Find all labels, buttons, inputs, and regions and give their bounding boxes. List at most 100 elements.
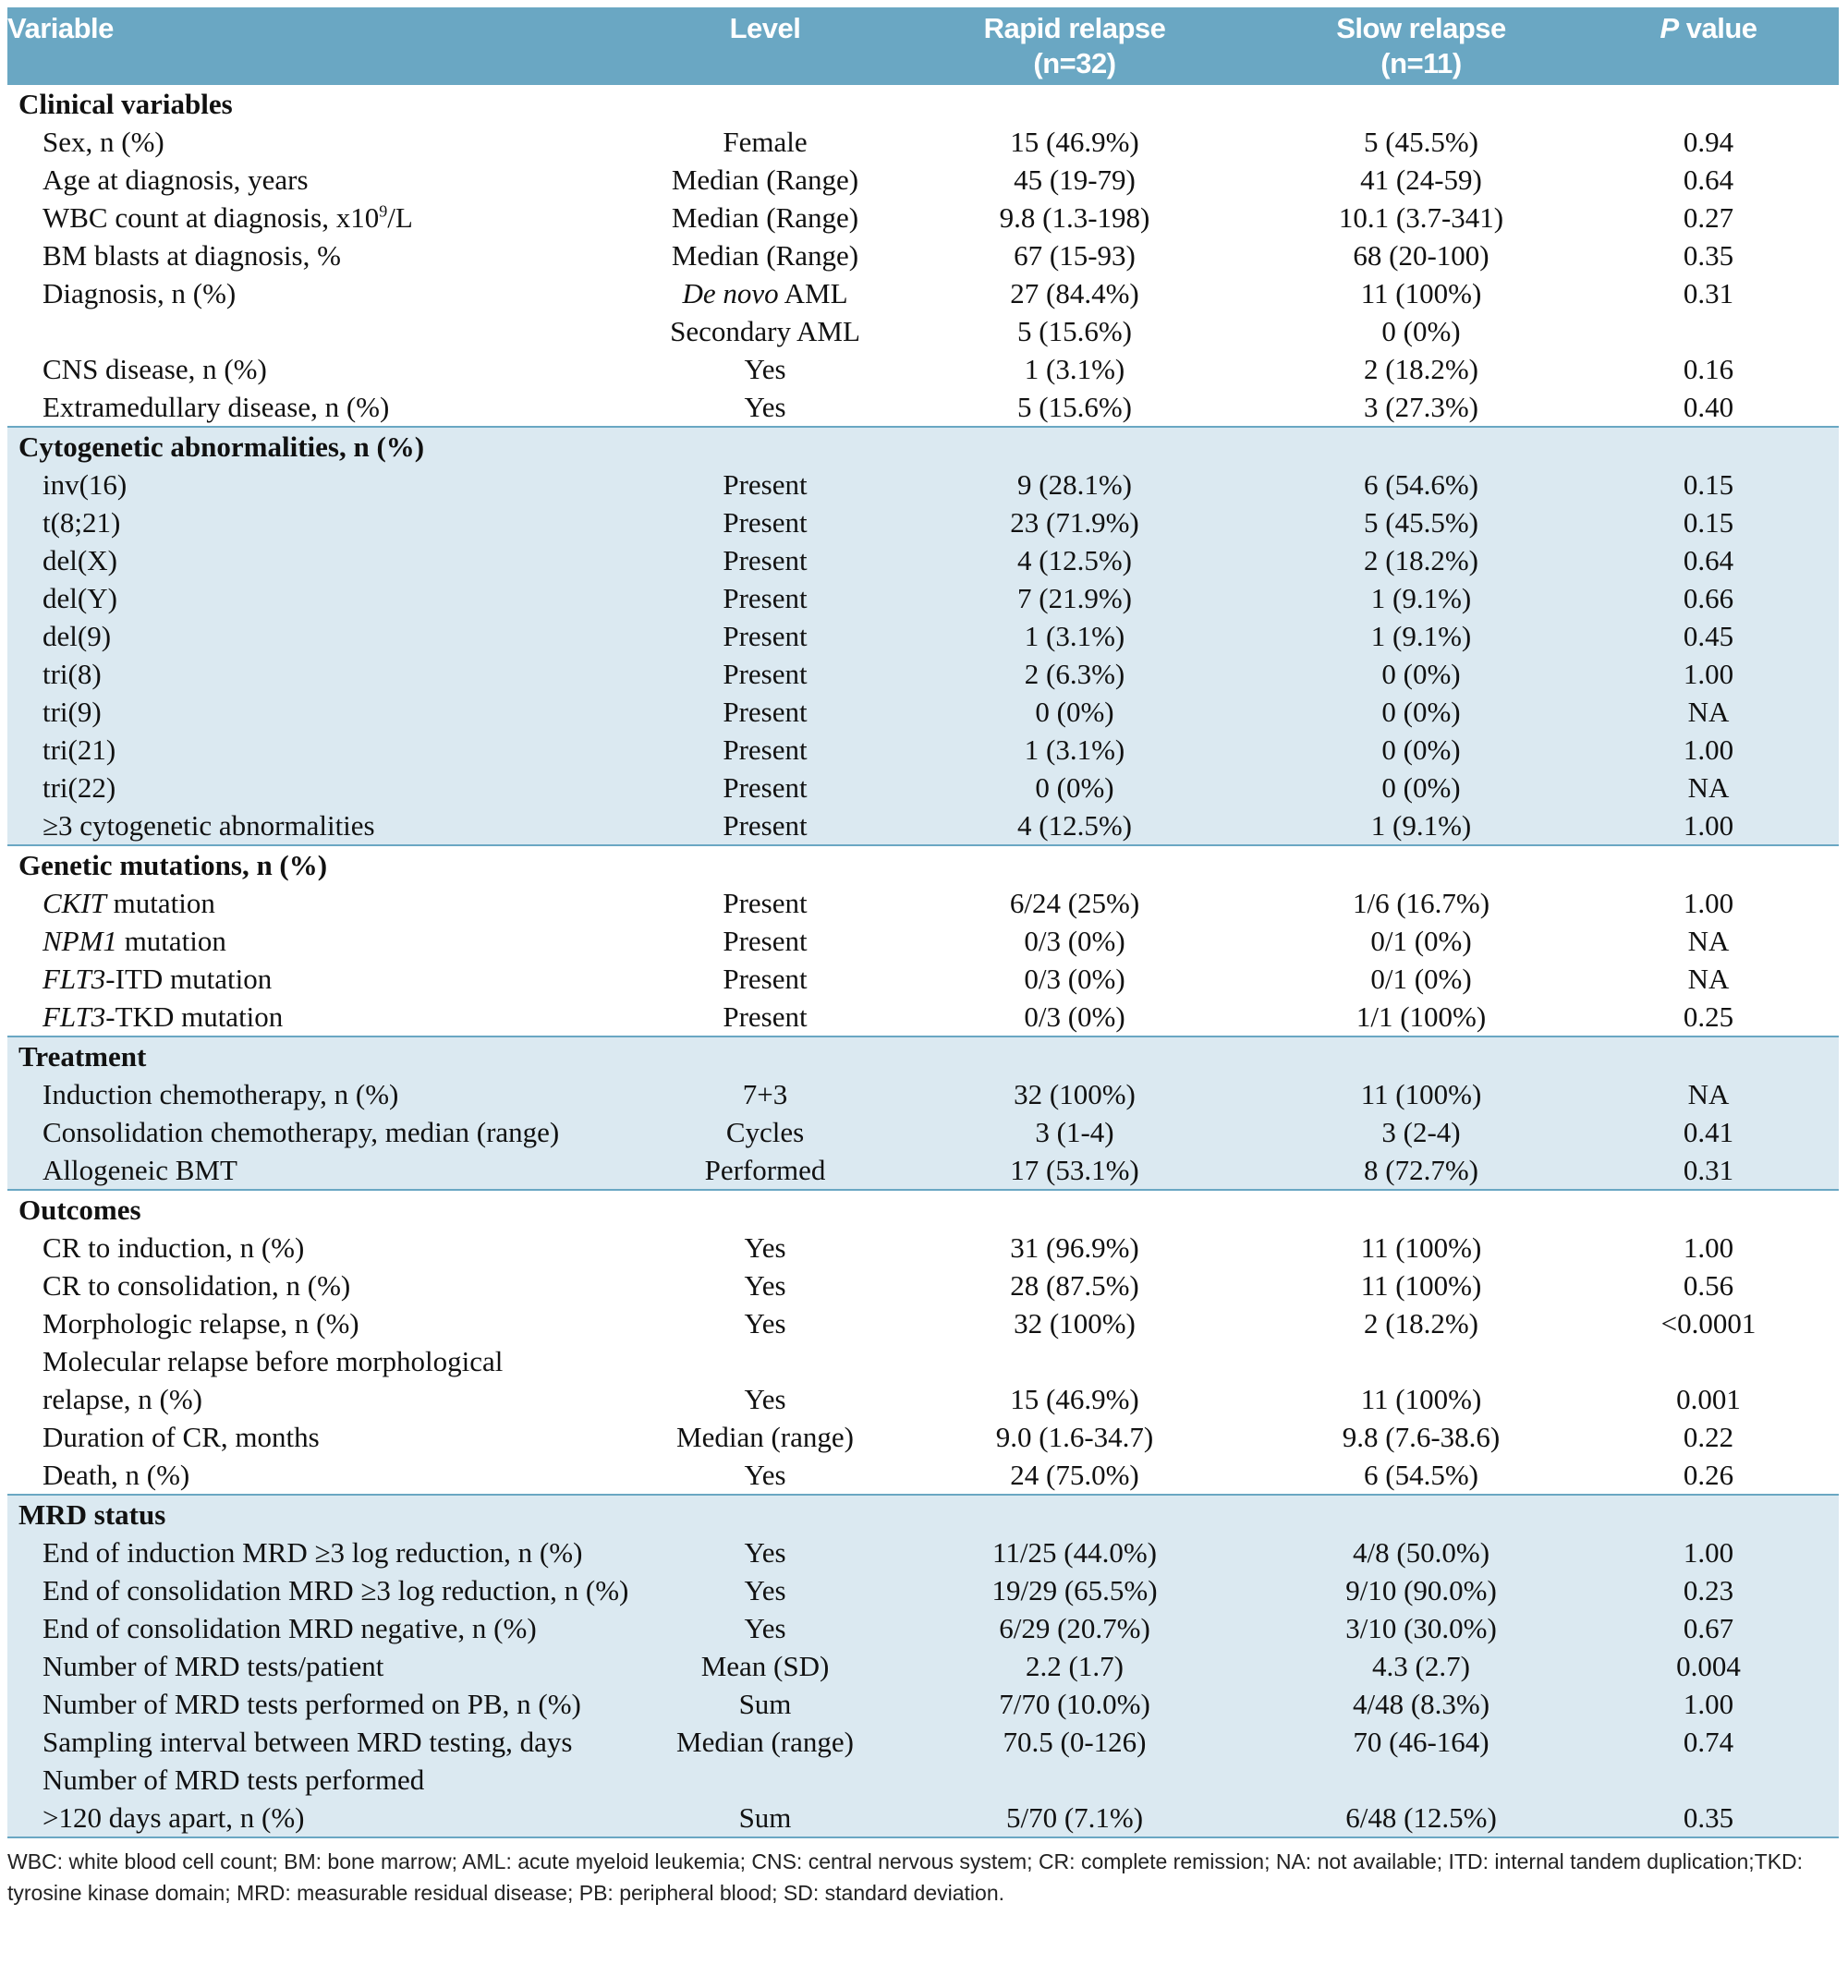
- row-slow-relapse: 11 (100%): [1360, 1383, 1482, 1415]
- row-slow-relapse: 11 (100%): [1360, 1269, 1482, 1302]
- header-variable: Variable: [7, 12, 114, 44]
- header-rapid-line1: Rapid relapse: [983, 12, 1166, 44]
- row-rapid-relapse: 3 (1-4): [1035, 1116, 1114, 1148]
- row-rapid-relapse: 7 (21.9%): [1017, 582, 1132, 614]
- table-row: Death, n (%) Yes 24 (75.0%) 6 (54.5%) 0.26: [7, 1456, 1839, 1495]
- row-slow-relapse: 11 (100%): [1360, 277, 1482, 309]
- row-level: Secondary AML: [670, 315, 860, 347]
- row-variable: Number of MRD tests performed on PB, n (…: [43, 1688, 581, 1720]
- row-slow-relapse: 70 (46-164): [1353, 1726, 1489, 1758]
- gene-name: CKIT: [43, 887, 106, 919]
- row-p-value: 0.001: [1676, 1383, 1741, 1415]
- row-level: Yes: [744, 353, 786, 385]
- row-level: Present: [723, 544, 808, 576]
- row-rapid-relapse: 15 (46.9%): [1010, 1383, 1139, 1415]
- row-variable: Molecular relapse before morphological: [43, 1345, 504, 1377]
- row-level: Present: [723, 733, 808, 766]
- table-row: tri(21) Present 1 (3.1%) 0 (0%) 1.00: [7, 731, 1839, 769]
- variable-prefix: WBC count at diagnosis, x10: [43, 201, 380, 234]
- row-level: Yes: [744, 1536, 786, 1569]
- row-slow-relapse: [1264, 1342, 1578, 1380]
- row-variable: BM blasts at diagnosis, %: [43, 239, 341, 272]
- row-rapid-relapse: 5 (15.6%): [1017, 315, 1132, 347]
- row-variable: Consolidation chemotherapy, median (rang…: [43, 1116, 560, 1148]
- row-p-value: 0.64: [1683, 164, 1734, 196]
- row-slow-relapse: 3/10 (30.0%): [1345, 1612, 1497, 1644]
- row-p-value: 0.35: [1683, 1801, 1734, 1834]
- table-row: CKIT mutation Present 6/24 (25%) 1/6 (16.7%…: [7, 884, 1839, 922]
- row-rapid-relapse: 9.0 (1.6-34.7): [995, 1421, 1154, 1453]
- table-row: CR to consolidation, n (%) Yes 28 (87.5%) 1…: [7, 1267, 1839, 1304]
- section-outcomes: Outcomes CR to induction, n (%) Yes 31 (96.…: [7, 1190, 1839, 1495]
- row-level: De novo AML: [645, 274, 885, 312]
- row-rapid-relapse: 32 (100%): [1014, 1307, 1136, 1339]
- row-level: Present: [723, 582, 808, 614]
- section-title-row: Genetic mutations, n (%): [7, 845, 1839, 884]
- row-p-value: NA: [1687, 1078, 1730, 1110]
- table-row: ≥3 cytogenetic abnormalities Present 4 (12…: [7, 806, 1839, 845]
- section-title-row: Outcomes: [7, 1190, 1839, 1229]
- row-level: Female: [723, 126, 808, 158]
- header-slow: Slow relapse (n=11): [1264, 7, 1578, 85]
- section-mrd: MRD status End of induction MRD ≥3 log re…: [7, 1495, 1839, 1836]
- row-p-value: 0.74: [1683, 1726, 1734, 1758]
- row-variable: Morphologic relapse, n (%): [43, 1307, 359, 1339]
- row-slow-relapse: 5 (45.5%): [1364, 506, 1478, 539]
- data-table: Variable Level Rapid relapse (n=32) Slow …: [7, 7, 1839, 1836]
- table-row: Age at diagnosis, years Median (Range) 45 …: [7, 161, 1839, 199]
- row-p-value: 0.35: [1683, 239, 1734, 272]
- row-p-value: 0.16: [1683, 353, 1734, 385]
- row-slow-relapse: 1/6 (16.7%): [1352, 887, 1490, 919]
- row-p-value: NA: [1687, 963, 1730, 995]
- table-row: Sex, n (%) Female 15 (46.9%) 5 (45.5%) 0.94: [7, 123, 1839, 161]
- row-rapid-relapse: 31 (96.9%): [1010, 1231, 1139, 1264]
- row-p-value: 0.66: [1683, 582, 1734, 614]
- row-rapid-relapse: 2.2 (1.7): [1026, 1650, 1124, 1682]
- table-row: Diagnosis, n (%) De novo AML 27 (84.4%) 11 …: [7, 274, 1839, 312]
- variable-rest: mutation: [116, 925, 226, 957]
- table-row: tri(8) Present 2 (6.3%) 0 (0%) 1.00: [7, 655, 1839, 693]
- row-slow-relapse: 5 (45.5%): [1364, 126, 1478, 158]
- row-slow-relapse: 2 (18.2%): [1364, 544, 1478, 576]
- row-slow-relapse: 6/48 (12.5%): [1345, 1801, 1497, 1834]
- row-level: [645, 1342, 885, 1380]
- row-level: Yes: [744, 1231, 786, 1264]
- table-row: Secondary AML 5 (15.6%) 0 (0%): [7, 312, 1839, 350]
- row-level: Yes: [744, 1307, 786, 1339]
- table-row: Morphologic relapse, n (%) Yes 32 (100%) 2 …: [7, 1304, 1839, 1342]
- row-p-value: 0.15: [1683, 468, 1734, 501]
- table-row: End of induction MRD ≥3 log reduction, n…: [7, 1533, 1839, 1571]
- row-slow-relapse: 6 (54.5%): [1364, 1459, 1478, 1491]
- gene-name: FLT3: [43, 963, 106, 995]
- row-slow-relapse: 10.1 (3.7-341): [1338, 201, 1504, 234]
- row-rapid-relapse: 5/70 (7.1%): [1005, 1801, 1144, 1834]
- row-variable: tri(22): [43, 771, 116, 804]
- row-slow-relapse: 1 (9.1%): [1370, 582, 1472, 614]
- row-variable: Age at diagnosis, years: [43, 164, 309, 196]
- table-row: Allogeneic BMT Performed 17 (53.1%) 8 (72.7…: [7, 1151, 1839, 1190]
- row-variable: Diagnosis, n (%): [43, 277, 237, 309]
- row-variable: WBC count at diagnosis, x109/L: [7, 199, 645, 236]
- row-variable: FLT3-TKD mutation: [7, 998, 645, 1036]
- row-p-value: 0.45: [1683, 620, 1734, 652]
- row-variable: tri(21): [43, 733, 116, 766]
- variable-rest: -TKD mutation: [105, 1000, 284, 1033]
- row-slow-relapse: 0 (0%): [1381, 733, 1461, 766]
- row-variable: Number of MRD tests/patient: [43, 1650, 384, 1682]
- row-slow-relapse: [1264, 1761, 1578, 1799]
- variable-sup: 9: [379, 201, 388, 221]
- row-rapid-relapse: 17 (53.1%): [1010, 1154, 1139, 1186]
- row-variable: [7, 312, 645, 350]
- row-variable: tri(9): [43, 696, 102, 728]
- row-slow-relapse: 4.3 (2.7): [1372, 1650, 1470, 1682]
- variable-suffix: /L: [387, 201, 413, 234]
- row-level: Present: [723, 925, 808, 957]
- row-level: Sum: [738, 1801, 792, 1834]
- table-row: BM blasts at diagnosis, % Median (Range) 6…: [7, 236, 1839, 274]
- row-variable: del(Y): [43, 582, 117, 614]
- row-slow-relapse: 0/1 (0%): [1370, 925, 1472, 957]
- row-rapid-relapse: 5 (15.6%): [1017, 391, 1132, 423]
- row-rapid-relapse: 1 (3.1%): [1024, 620, 1125, 652]
- header-slow-line2: (n=11): [1380, 47, 1462, 79]
- table-row: del(X) Present 4 (12.5%) 2 (18.2%) 0.64: [7, 541, 1839, 579]
